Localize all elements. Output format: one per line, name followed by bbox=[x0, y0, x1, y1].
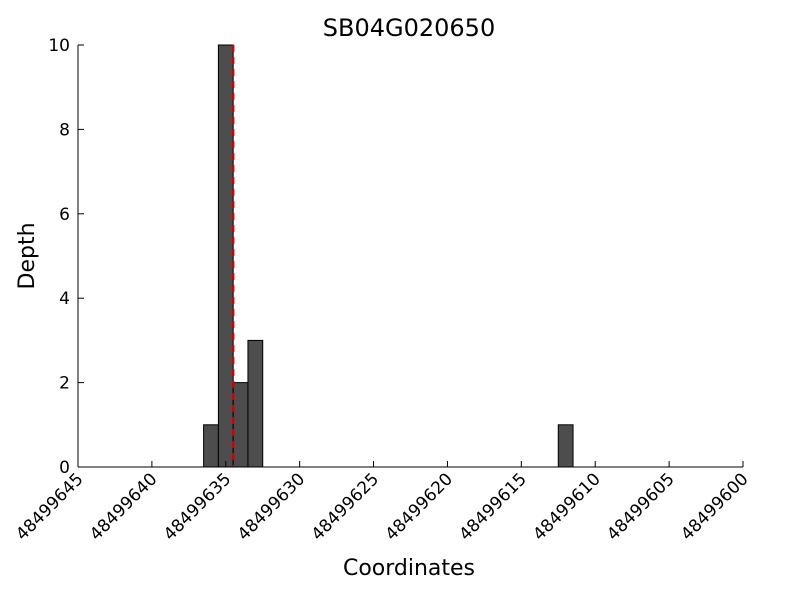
bars-group bbox=[203, 44, 574, 468]
x-tick-label: 48499640 bbox=[86, 469, 161, 544]
y-axis-label: Depth bbox=[15, 222, 40, 289]
x-tick-label: 48499625 bbox=[308, 469, 383, 544]
x-tick-label: 48499600 bbox=[677, 469, 752, 544]
x-tick-label: 48499615 bbox=[456, 469, 531, 544]
y-tick-label: 2 bbox=[59, 374, 70, 394]
y-tick-label: 0 bbox=[59, 458, 70, 478]
x-tick-label: 48499630 bbox=[234, 469, 309, 544]
x-tick-label: 48499610 bbox=[529, 469, 604, 544]
y-tick-label: 10 bbox=[48, 36, 70, 56]
x-tick-label: 48499645 bbox=[12, 469, 87, 544]
y-ticks-group: 0 2 4 6 8 10 bbox=[48, 36, 84, 478]
chart-title: SB04G020650 bbox=[323, 14, 495, 42]
y-tick-label: 8 bbox=[59, 120, 70, 140]
x-axis-label: Coordinates bbox=[343, 556, 475, 581]
y-tick-label: 4 bbox=[59, 289, 70, 309]
y-tick-label: 6 bbox=[59, 205, 70, 225]
bar bbox=[557, 424, 574, 468]
x-tick-label: 48499605 bbox=[603, 469, 678, 544]
bar bbox=[247, 339, 264, 468]
x-tick-label: 48499635 bbox=[160, 469, 235, 544]
x-ticks-group: 4849964548499640484996354849963048499625… bbox=[12, 461, 753, 545]
axes-group bbox=[77, 45, 743, 468]
x-tick-label: 48499620 bbox=[382, 469, 457, 544]
bar bbox=[232, 382, 249, 468]
bar bbox=[217, 44, 234, 468]
bar bbox=[203, 424, 219, 468]
